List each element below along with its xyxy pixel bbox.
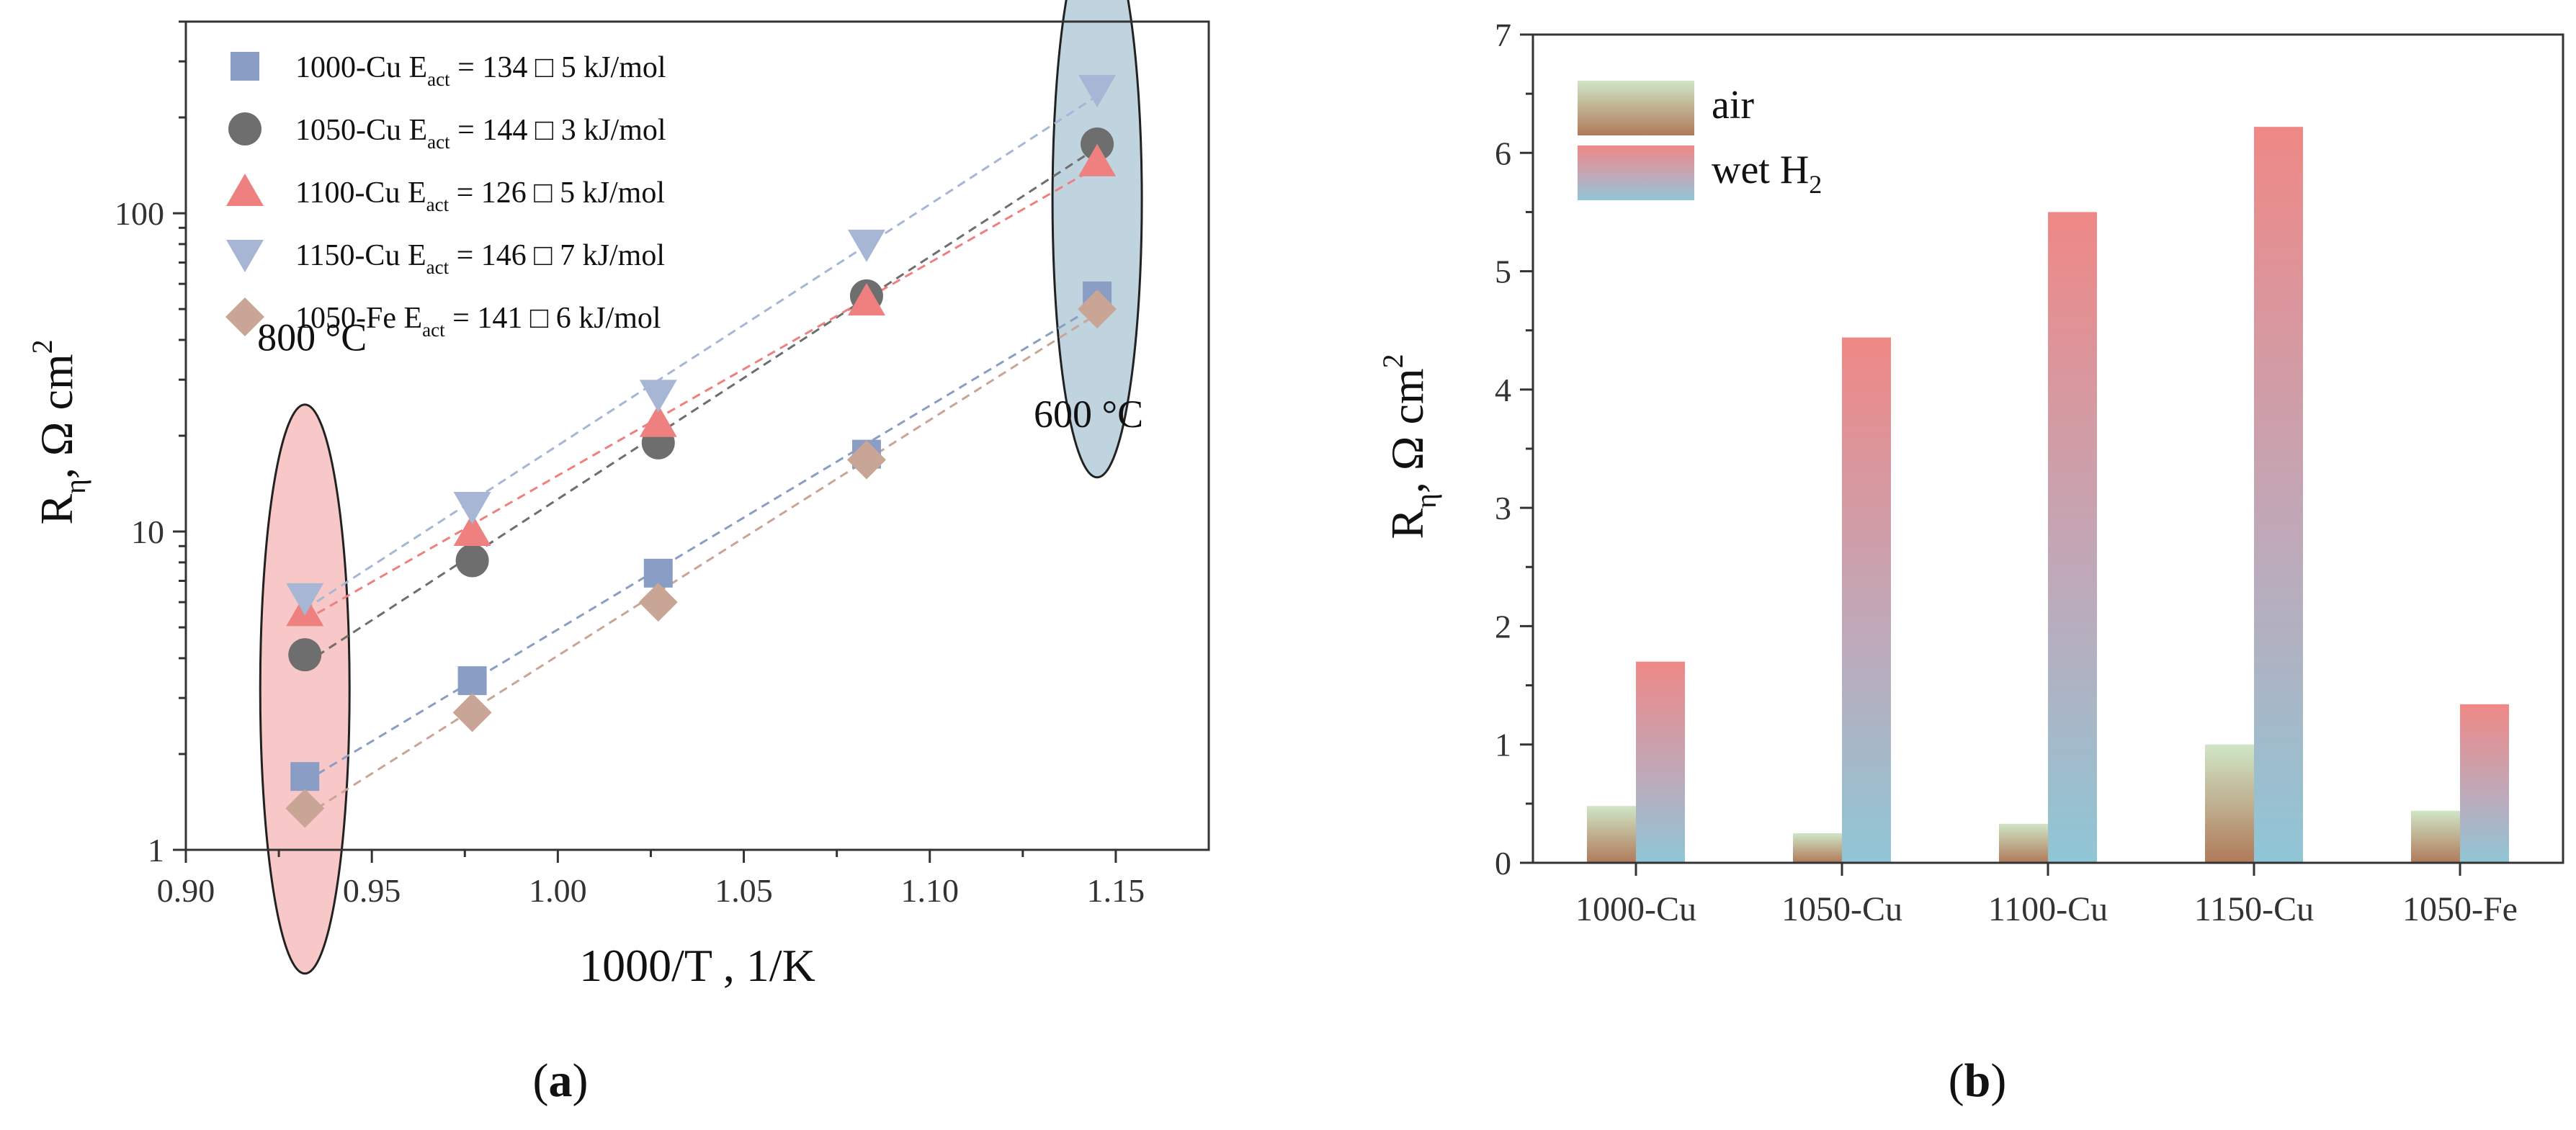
panel-a-legend: 1000-Cu Eact = 134 □ 5 kJ/mol 1050-Cu Eac… — [225, 51, 666, 341]
x-tick-label: 1000-Cu — [1575, 890, 1696, 928]
bar-wet-H2-1050-Fe — [2460, 704, 2509, 863]
legend-marker-1100-Cu — [226, 174, 264, 206]
panel-a-label: (a) — [533, 1054, 589, 1107]
annotation-800c: 800 °C — [257, 316, 367, 359]
bar-wet-H2-1050-Cu — [1842, 337, 1891, 864]
panel-a-chart: 0.90 0.95 1.00 1.05 1.10 1.15 1 10 100 800 °C 60… — [26, 0, 1210, 1107]
y-tick-label: 3 — [1495, 490, 1511, 526]
legend-label-1050-Cu: 1050-Cu Eact = 144 □ 3 kJ/mol — [295, 114, 666, 153]
legend-marker-1150-Cu — [226, 240, 264, 272]
panel-b-y-axis-label: Rη, Ω cm2 — [1377, 354, 1442, 539]
point-1000-Cu — [457, 666, 487, 696]
point-1100-Cu — [639, 404, 677, 437]
point-1000-Cu — [290, 762, 320, 792]
point-1050-Fe — [846, 440, 886, 480]
y-tick-label: 1 — [1495, 727, 1511, 763]
legend-marker-1000-Cu — [231, 52, 259, 81]
legend-label-air: air — [1712, 83, 1754, 127]
y-tick-label: 6 — [1495, 135, 1511, 171]
panel-b-chart: 0 1 2 3 4 5 6 7 1000-Cu 1050-Cu 1100-Cu 1150-Cu 105… — [1377, 17, 2564, 1107]
legend-label-wet-H2: wet H2 — [1712, 148, 1822, 199]
panel-a-y-axis-label: Rη, Ω cm2 — [26, 339, 91, 524]
temperature-highlight-ellipses — [259, 0, 1143, 975]
fit-line-1050-Fe — [304, 313, 1098, 817]
y-tick-label: 0 — [1495, 845, 1511, 882]
point-1150-Cu — [286, 583, 324, 616]
point-1150-Cu — [639, 380, 677, 413]
bar-air-1050-Cu — [1793, 833, 1842, 863]
panel-a-x-ticks: 0.90 0.95 1.00 1.05 1.10 1.15 — [157, 850, 1145, 909]
x-tick-label: 1150-Cu — [2194, 890, 2314, 928]
point-1150-Cu — [453, 492, 491, 525]
legend-marker-1050-Cu — [228, 112, 261, 145]
bar-air-1000-Cu — [1587, 806, 1636, 863]
y-tick-label: 4 — [1495, 372, 1511, 408]
bar-air-1050-Fe — [2411, 810, 2460, 863]
panel-b-x-ticks: 1000-Cu 1050-Cu 1100-Cu 1150-Cu 1050-Fe — [1575, 863, 2518, 928]
panel-a-x-axis-label: 1000/T , 1/K — [579, 940, 815, 991]
point-1100-Cu — [847, 282, 885, 315]
bar-air-1100-Cu — [1999, 823, 2048, 863]
x-tick-label: 1050-Cu — [1781, 890, 1902, 928]
svg-text:Rη, Ω cm2: Rη, Ω cm2 — [26, 339, 91, 524]
bar-wet-H2-1100-Cu — [2048, 212, 2097, 863]
fit-line-1150-Cu — [304, 94, 1098, 611]
panel-b-y-ticks: 0 1 2 3 4 5 6 7 — [1495, 17, 1533, 882]
x-tick-label: 0.90 — [157, 872, 215, 909]
point-1150-Cu — [1078, 75, 1117, 108]
panel-b-bars — [1587, 127, 2509, 864]
panel-b-label: (b) — [1949, 1054, 2007, 1107]
point-1100-Cu — [1078, 143, 1117, 176]
svg-text:Rη, Ω cm2: Rη, Ω cm2 — [1377, 354, 1442, 539]
x-tick-label: 1.10 — [900, 872, 959, 909]
point-1050-Fe — [452, 693, 492, 732]
fit-line-1100-Cu — [304, 166, 1098, 622]
panel-b-legend: air wet H2 — [1578, 81, 1822, 200]
y-tick-label: 10 — [131, 514, 164, 550]
bar-wet-H2-1150-Cu — [2254, 127, 2303, 864]
bar-air-1150-Cu — [2205, 744, 2254, 863]
panel-a-annotations: 800 °C 600 °C — [257, 316, 1143, 436]
x-tick-label: 1100-Cu — [1988, 890, 2108, 928]
point-1050-Fe — [638, 583, 678, 622]
y-tick-label: 100 — [115, 195, 164, 232]
legend-label-1050-Fe: 1050-Fe Eact = 141 □ 6 kJ/mol — [295, 302, 661, 341]
bar-wet-H2-1000-Cu — [1636, 661, 1685, 863]
x-tick-label: 1.15 — [1087, 872, 1145, 909]
x-tick-label: 0.95 — [343, 872, 401, 909]
legend-marker-1050-Fe — [225, 297, 264, 336]
fit-line-1000-Cu — [304, 304, 1098, 783]
point-1100-Cu — [453, 514, 491, 547]
x-tick-label: 1.00 — [529, 872, 587, 909]
y-tick-label: 5 — [1495, 254, 1511, 290]
x-tick-label: 1050-Fe — [2402, 890, 2518, 928]
point-1050-Cu — [288, 638, 322, 672]
ellipse-600c — [1051, 0, 1143, 479]
point-1050-Fe — [285, 789, 325, 828]
y-tick-label: 7 — [1495, 17, 1511, 53]
panel-a-fit-lines — [304, 94, 1098, 817]
legend-swatch-air — [1578, 81, 1694, 135]
y-tick-label: 1 — [148, 832, 164, 869]
fit-line-1050-Cu — [304, 146, 1098, 665]
legend-label-1000-Cu: 1000-Cu Eact = 134 □ 5 kJ/mol — [295, 51, 666, 90]
legend-label-1100-Cu: 1100-Cu Eact = 126 □ 5 kJ/mol — [295, 176, 665, 215]
panel-a-y-ticks: 1 10 100 — [115, 20, 186, 869]
point-1050-Fe — [1078, 290, 1117, 329]
legend-swatch-wet-H2 — [1578, 145, 1694, 200]
x-tick-label: 1.05 — [715, 872, 773, 909]
y-tick-label: 2 — [1495, 608, 1511, 645]
ellipse-800c — [259, 403, 351, 975]
legend-label-1150-Cu: 1150-Cu Eact = 146 □ 7 kJ/mol — [295, 239, 665, 278]
annotation-600c: 600 °C — [1034, 393, 1143, 436]
point-1150-Cu — [847, 229, 885, 262]
point-1050-Cu — [455, 544, 489, 578]
panel-a-data-points — [285, 75, 1117, 828]
